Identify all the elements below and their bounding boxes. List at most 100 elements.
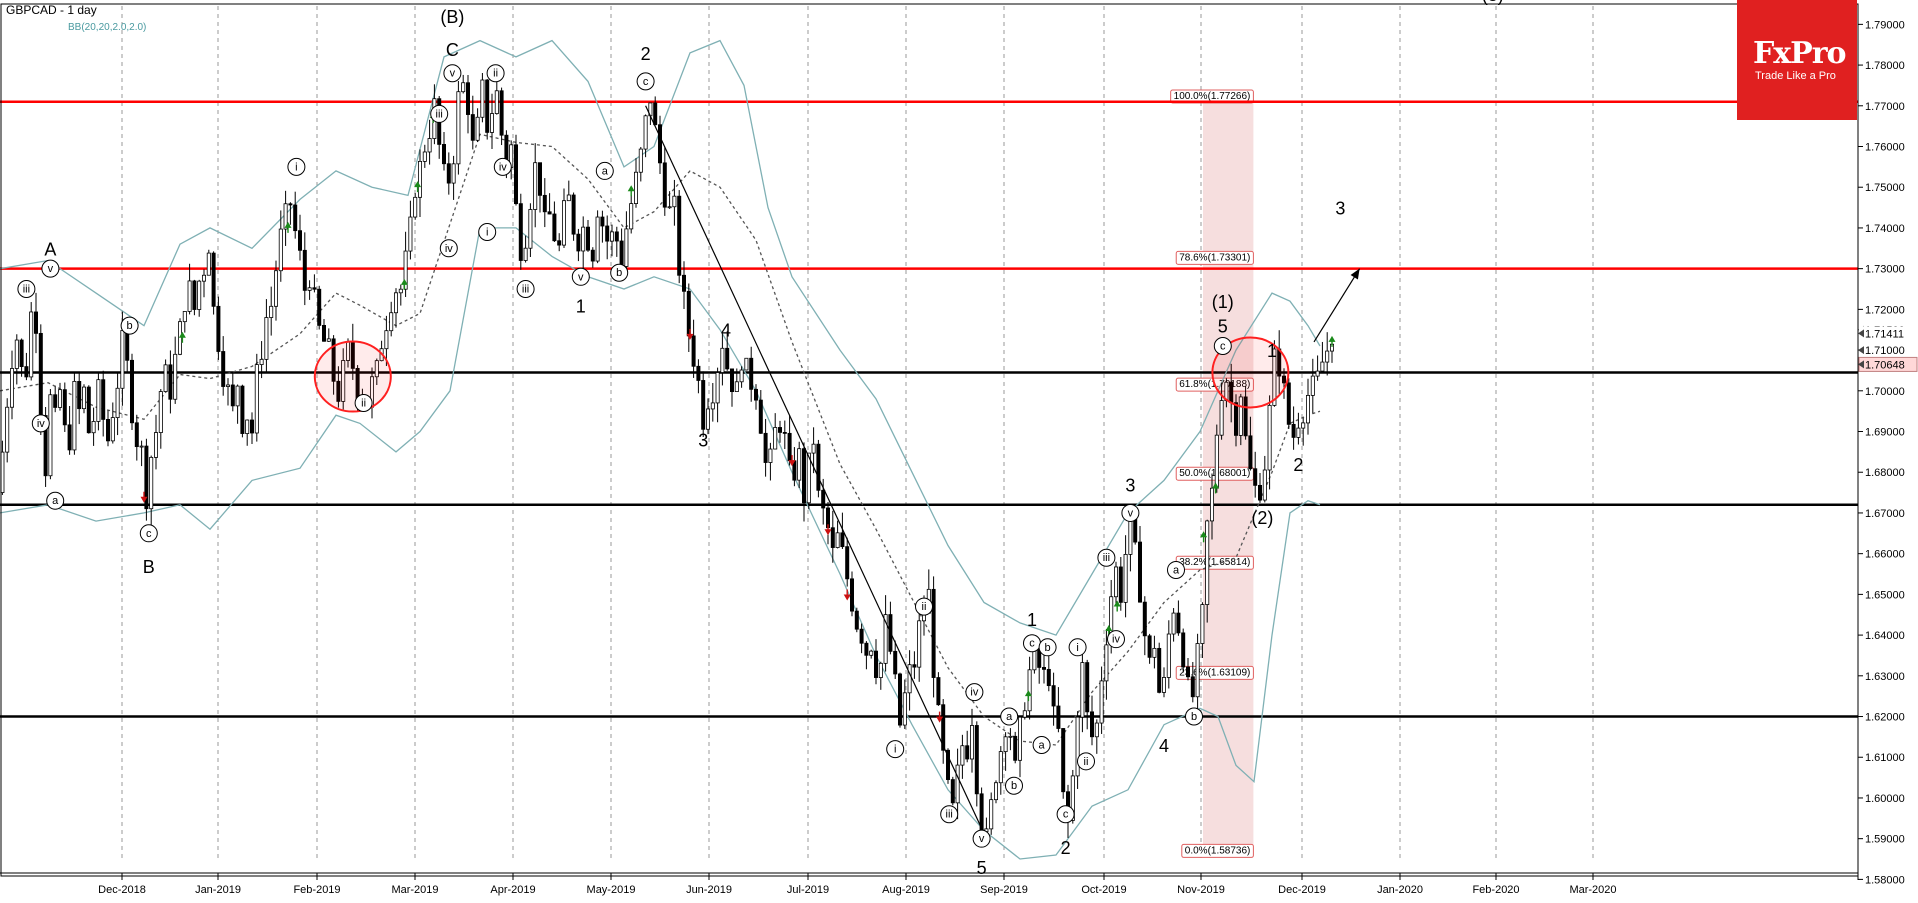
price-tick-label: 1.67000 (1865, 508, 1905, 520)
wave-label-circle (1005, 776, 1023, 795)
wave-label-major: 3 (1335, 199, 1345, 219)
candle-body (38, 332, 43, 416)
price-tick-label: 1.59000 (1865, 834, 1905, 846)
x-tick-label: Aug-2019 (882, 884, 930, 896)
candle-body (1018, 716, 1023, 761)
wave-label-minor: i (1076, 642, 1078, 654)
chart-title: GBPCAD - 1 day (6, 3, 97, 17)
price-label-bg (1859, 343, 1917, 358)
logo-brand: FxPro (1753, 36, 1847, 71)
candle-body (768, 448, 773, 463)
price-tick-label: 1.76000 (1865, 142, 1905, 154)
candle-body (53, 394, 58, 408)
wave-label-major: (B) (440, 7, 464, 27)
wave-label-circle (1000, 707, 1019, 726)
wave-label-circle (1097, 548, 1116, 567)
wave-label-minor: v (48, 263, 54, 275)
candle-body (48, 394, 53, 477)
candle-body (499, 90, 504, 136)
candle-body (523, 247, 528, 261)
candle-body (696, 365, 701, 381)
wave-label-circle (1032, 736, 1051, 755)
candle-body (816, 443, 821, 491)
buy-arrow-head (1212, 482, 1220, 489)
wave-label-circle (965, 683, 984, 702)
candle-body (960, 745, 965, 766)
candle-body (533, 162, 538, 210)
candle-body (624, 228, 629, 267)
wave-label-circle (1213, 337, 1232, 356)
candle-body (489, 113, 494, 133)
wave-label-circle (493, 157, 512, 176)
candle-body (600, 216, 605, 227)
candle-body (1070, 775, 1075, 821)
price-tick-label: 1.79000 (1865, 19, 1905, 31)
sell-arrow-head (843, 594, 851, 601)
fibonacci-label-box (1175, 665, 1254, 680)
candle-body (1286, 382, 1291, 425)
wave-label-major: (1) (1212, 292, 1234, 312)
wave-label-major: 3 (698, 431, 708, 451)
candle-body (1291, 423, 1296, 438)
candle-body (773, 427, 778, 450)
candle-body (658, 124, 663, 164)
highlight-circle (1211, 336, 1290, 409)
candle-body (734, 381, 739, 393)
price-tick-label: 1.72000 (1865, 304, 1905, 316)
candle-body (187, 280, 192, 312)
candle-body (125, 330, 130, 361)
candle-body (835, 532, 840, 548)
candle-body (998, 751, 1003, 784)
candle-body (1051, 685, 1056, 707)
candle-body (470, 114, 475, 141)
candle-body (240, 385, 245, 434)
wave-label-major: (2) (1251, 508, 1273, 528)
candle-body (1186, 666, 1191, 678)
wave-label-major: 1 (1267, 341, 1277, 361)
wave-label-minor: iii (522, 284, 529, 296)
candle-body (864, 642, 869, 656)
candle-body (1085, 662, 1090, 713)
wave-label-major: 2 (1061, 838, 1071, 858)
candle-body (19, 339, 24, 367)
price-tick-label: 1.78000 (1865, 60, 1905, 72)
candle-body (417, 160, 422, 198)
candle-body (859, 628, 864, 644)
candle-body (441, 144, 446, 165)
candle-body (701, 380, 706, 430)
buy-arrow-head (400, 278, 408, 285)
wave-label-circle (1077, 752, 1095, 771)
candle-body (182, 311, 187, 323)
fibonacci-level-label: 0.0%(1.58736) (1185, 845, 1251, 856)
candle-body (1152, 647, 1157, 658)
candle-body (221, 351, 226, 387)
wave-label-minor: a (602, 165, 609, 177)
buy-arrow-head (414, 181, 422, 188)
wave-label-minor: iv (445, 243, 453, 255)
candle-body (86, 386, 91, 434)
candle-body (288, 203, 293, 206)
candle-body (1157, 647, 1162, 693)
candle-body (129, 359, 134, 424)
price-tick-label: 1.64000 (1865, 630, 1905, 642)
candle-body (1248, 435, 1253, 470)
candle-body (245, 419, 250, 434)
wave-label-minor: b (1191, 711, 1197, 723)
candle-body (1306, 395, 1311, 424)
wave-label-circle (139, 524, 158, 543)
candle-body (1090, 711, 1095, 738)
candle-body (211, 252, 216, 307)
candle-body (197, 280, 202, 310)
wave-label-minor: b (127, 320, 133, 332)
price-label-bg (1859, 326, 1917, 341)
wave-label-minor: iii (436, 108, 443, 120)
candle-body (1147, 635, 1152, 658)
sell-arrow-head (936, 716, 944, 723)
candle-body (1118, 566, 1123, 603)
candle-body (931, 588, 936, 678)
wave-label-circle (430, 104, 449, 123)
wave-label-circle (516, 280, 535, 299)
wave-label-minor: i (486, 227, 488, 239)
